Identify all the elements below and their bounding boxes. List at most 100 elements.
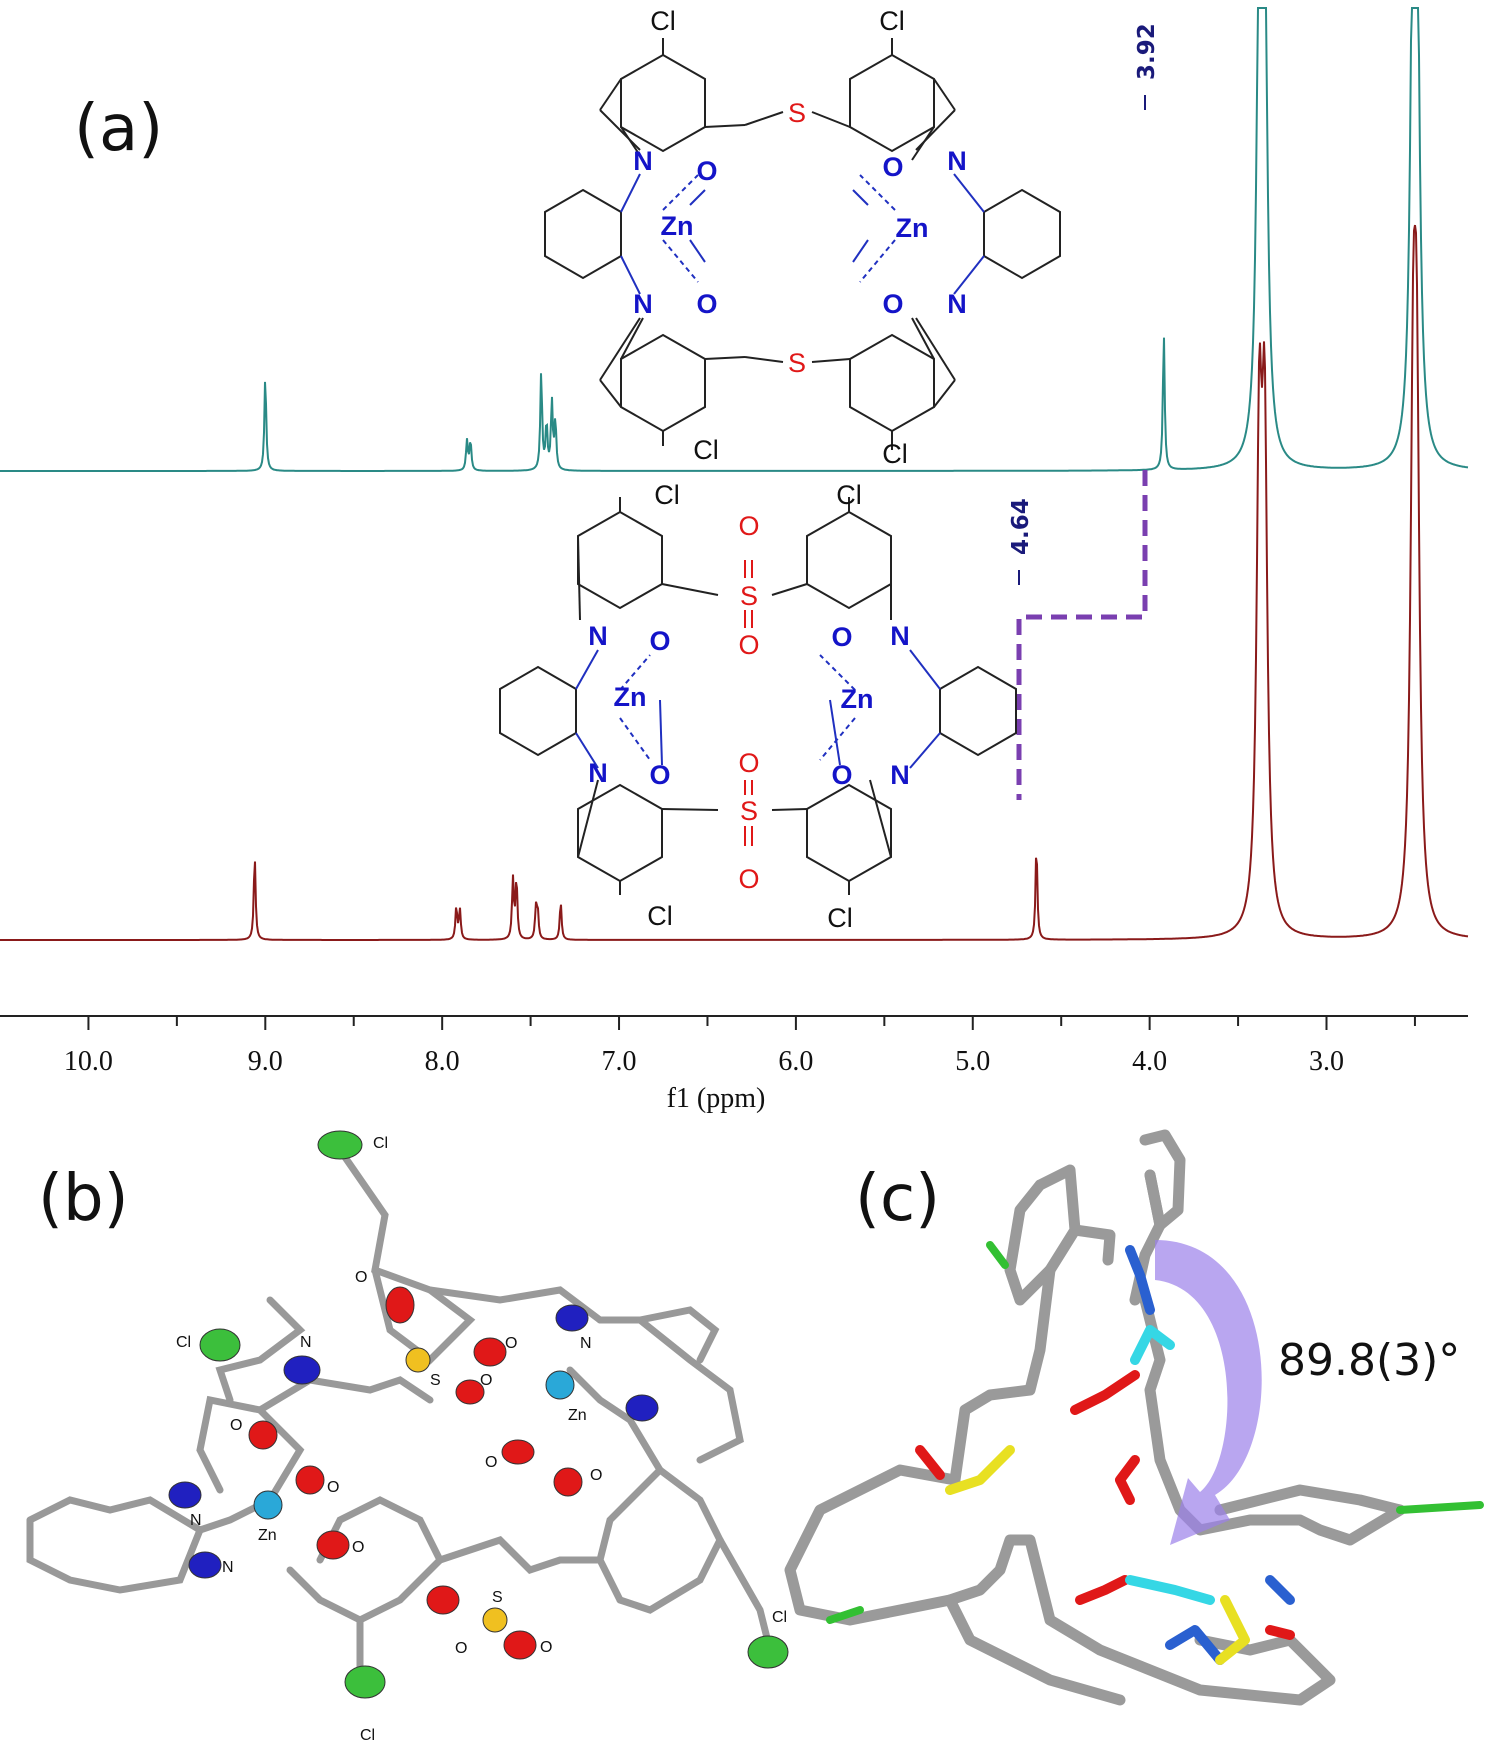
structure-thioether-labels: Cl Cl Cl Cl S S N N N N O O O O Zn Zn	[633, 6, 967, 469]
atom-o: O	[831, 760, 852, 790]
stick-bonds-sulfur	[945, 1445, 1250, 1665]
structure-sulfone	[499, 497, 1017, 895]
xtal-label-o: O	[352, 1539, 364, 1556]
ring-top-left	[577, 510, 663, 610]
xtal-label-o: O	[355, 1269, 367, 1286]
atom-n: N	[588, 621, 608, 651]
xtal-label-n: N	[580, 1335, 592, 1352]
xtal-label-cl: Cl	[176, 1334, 191, 1351]
atom-cl: Cl	[882, 439, 908, 469]
peak-annotation-bottom: 4.64	[1008, 498, 1034, 585]
atom-cl: Cl	[693, 435, 719, 465]
atom-s: S	[788, 348, 806, 378]
xtal-label-o: O	[230, 1417, 242, 1434]
atom-n: N	[947, 146, 967, 176]
atom-zn: Zn	[661, 211, 694, 241]
stick-bonds-chlorine	[826, 1241, 1484, 1624]
ring-benzo-right	[939, 665, 1017, 757]
ring-top-right	[806, 510, 892, 610]
x-axis: 10.0 9.0 8.0 7.0 6.0 5.0 4.0 3.0 f1 (ppm)	[0, 1015, 1468, 1114]
xtal-label-n: N	[190, 1512, 202, 1529]
atom-s: S	[740, 581, 758, 611]
xtal-label-s: S	[492, 1589, 503, 1606]
ring-bottom-left	[620, 333, 706, 433]
xtal-label-s: S	[430, 1372, 441, 1389]
xtal-label-o: O	[327, 1479, 339, 1496]
ring-benzo-left	[544, 188, 622, 280]
xtal-label-cl: Cl	[373, 1135, 388, 1152]
atom-cl: Cl	[650, 6, 676, 36]
ring-benzo-right	[983, 188, 1061, 280]
stick-bonds-oxygen	[915, 1370, 1295, 1640]
atom-o: O	[882, 152, 903, 182]
atom-o: O	[738, 864, 759, 894]
x-tick-label: 10.0	[64, 1046, 113, 1077]
xtal-label-o: O	[485, 1454, 497, 1471]
atom-n: N	[947, 289, 967, 319]
peak-annotation-top: 3.92	[1134, 23, 1160, 110]
atom-n: N	[633, 146, 653, 176]
panel-label-b: (b)	[38, 1162, 129, 1236]
atom-o: O	[696, 156, 717, 186]
x-tick-label: 9.0	[248, 1046, 283, 1077]
crystal-structure-ortep: Cl Cl Cl Cl O O O O O O O O O O N N N N …	[26, 1130, 789, 1744]
structure-sulfone-labels: Cl Cl Cl Cl S S O O O O N N N N O O O O …	[588, 480, 910, 933]
xtal-label-o: O	[455, 1640, 467, 1657]
ring-bottom-right	[806, 783, 892, 883]
xtal-label-cl: Cl	[360, 1727, 375, 1744]
x-tick-label: 5.0	[955, 1046, 990, 1077]
xtal-label-n: N	[300, 1334, 312, 1351]
atom-o: O	[738, 630, 759, 660]
atom-cl: Cl	[879, 6, 905, 36]
xtal-label-zn: Zn	[258, 1527, 277, 1544]
dihedral-angle-label: 89.8(3)°	[1278, 1335, 1460, 1386]
panel-label-c: (c)	[855, 1162, 940, 1236]
panel-label-a: (a)	[74, 92, 163, 166]
atom-o: O	[649, 760, 670, 790]
x-axis-title: f1 (ppm)	[667, 1083, 766, 1114]
xtal-label-o: O	[540, 1639, 552, 1656]
xtal-label-cl: Cl	[772, 1609, 787, 1626]
atom-cl: Cl	[836, 480, 862, 510]
atom-o: O	[882, 289, 903, 319]
atom-n: N	[633, 289, 653, 319]
atom-s: S	[788, 98, 806, 128]
stick-model	[784, 1129, 1484, 1706]
atom-s: S	[740, 796, 758, 826]
x-tick-label: 4.0	[1132, 1046, 1167, 1077]
atom-o: O	[649, 626, 670, 656]
ring-bottom-right	[849, 333, 935, 433]
peak-label-3-92: 3.92	[1134, 23, 1160, 80]
stick-bonds-nitrogen	[1125, 1245, 1295, 1665]
atom-n: N	[890, 760, 910, 790]
atom-zn: Zn	[896, 213, 929, 243]
angle-arrow	[1155, 1240, 1262, 1545]
x-tick-label: 8.0	[425, 1046, 460, 1077]
atom-o: O	[738, 511, 759, 541]
xtal-label-n: N	[222, 1559, 234, 1576]
xtal-label-o: O	[590, 1467, 602, 1484]
stick-bonds-zinc	[1125, 1325, 1215, 1605]
ring-top-left	[620, 53, 706, 153]
atom-o: O	[831, 622, 852, 652]
ring-bottom-left	[577, 783, 663, 883]
atom-zn: Zn	[614, 682, 647, 712]
xtal-label-zn: Zn	[568, 1407, 587, 1424]
shift-connector	[1016, 470, 1148, 800]
x-tick-label: 7.0	[602, 1046, 637, 1077]
atom-cl: Cl	[827, 903, 853, 933]
ring-top-right	[849, 53, 935, 153]
nmr-spectra	[0, 7, 1469, 941]
spectrum-trace-bottom	[0, 224, 1469, 941]
xtal-label-o: O	[480, 1372, 492, 1389]
atom-n: N	[588, 758, 608, 788]
atom-o: O	[696, 289, 717, 319]
atom-n: N	[890, 621, 910, 651]
peak-label-4-64: 4.64	[1008, 498, 1034, 555]
atom-cl: Cl	[647, 901, 673, 931]
ortep-bonds	[26, 1146, 774, 1684]
stick-bonds-carbon	[784, 1129, 1406, 1706]
spectrum-trace-top	[0, 7, 1469, 472]
ring-benzo-left	[499, 665, 577, 757]
